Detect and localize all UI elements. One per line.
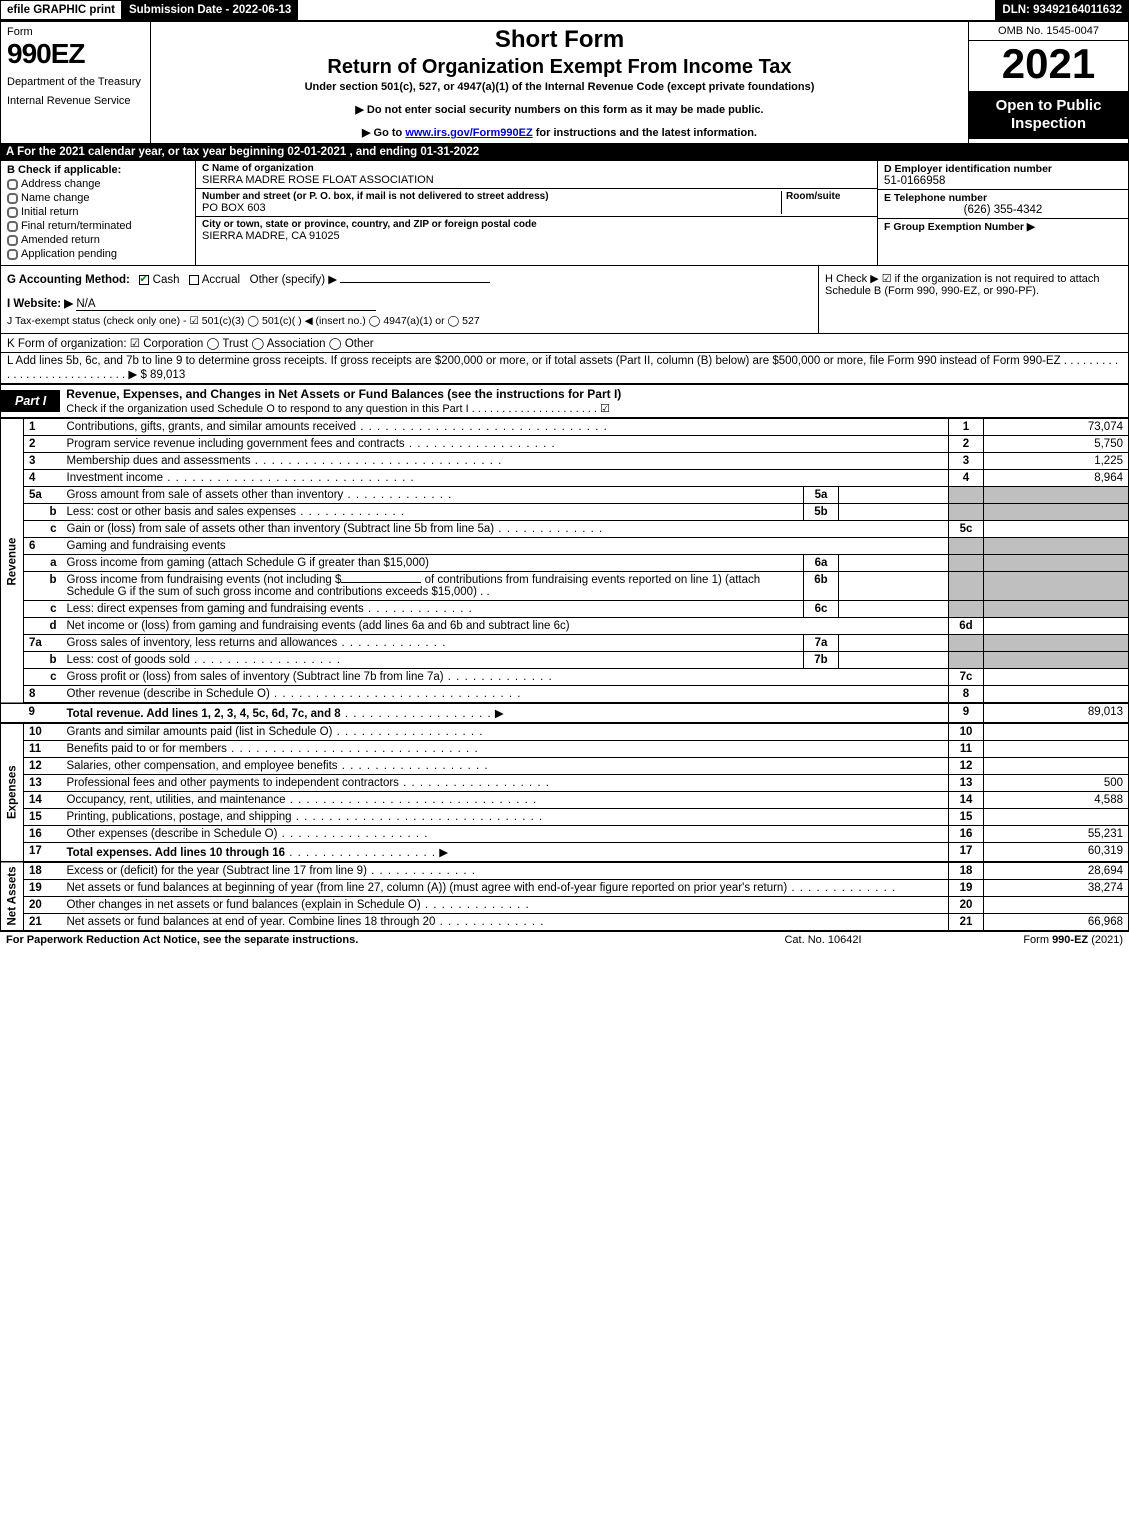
chk-amended[interactable]: [7, 235, 18, 246]
dln: DLN: 93492164011632: [995, 0, 1129, 20]
omb-number: OMB No. 1545-0047: [969, 22, 1128, 41]
ssn-warning: ▶ Do not enter social security numbers o…: [159, 103, 960, 116]
chk-initial-return[interactable]: [7, 207, 18, 218]
street-label: Number and street (or P. O. box, if mail…: [202, 191, 781, 202]
col-b-check-if: B Check if applicable: Address change Na…: [1, 161, 196, 265]
sidelabel-net-assets: Net Assets: [1, 862, 24, 931]
c-name-label: C Name of organization: [202, 163, 871, 174]
chk-name-change[interactable]: [7, 193, 18, 204]
col-c: C Name of organization SIERRA MADRE ROSE…: [196, 161, 878, 265]
line-1-amt: 73,074: [984, 419, 1129, 436]
row-a-tax-year: A For the 2021 calendar year, or tax yea…: [0, 144, 1129, 160]
street-value: PO BOX 603: [202, 202, 781, 214]
header-mid: Short Form Return of Organization Exempt…: [151, 22, 968, 143]
j-tax-exempt: J Tax-exempt status (check only one) - ☑…: [7, 315, 812, 327]
chk-address-change[interactable]: [7, 179, 18, 190]
goto-note: ▶ Go to www.irs.gov/Form990EZ for instru…: [159, 126, 960, 139]
sidelabel-revenue: Revenue: [1, 419, 24, 704]
header-right: OMB No. 1545-0047 2021 Open to Public In…: [968, 22, 1128, 143]
chk-app-pending[interactable]: [7, 249, 18, 260]
part-i-tab: Part I: [1, 390, 60, 412]
city-label: City or town, state or province, country…: [202, 219, 871, 230]
city-value: SIERRA MADRE, CA 91025: [202, 230, 871, 242]
cat-no: Cat. No. 10642I: [723, 934, 923, 946]
l-gross-receipts: L Add lines 5b, 6c, and 7b to line 9 to …: [0, 353, 1129, 384]
paperwork-notice: For Paperwork Reduction Act Notice, see …: [6, 934, 723, 946]
k-form-of-org: K Form of organization: ☑ Corporation ◯ …: [0, 334, 1129, 353]
chk-accrual[interactable]: [189, 275, 199, 285]
chk-final-return[interactable]: [7, 221, 18, 232]
irs: Internal Revenue Service: [7, 95, 144, 108]
top-bar: efile GRAPHIC print Submission Date - 20…: [0, 0, 1129, 21]
open-to-public: Open to Public Inspection: [969, 91, 1128, 139]
part-i-check: Check if the organization used Schedule …: [66, 403, 610, 415]
roomsuite-label: Room/suite: [786, 191, 871, 202]
col-def: D Employer identification number 51-0166…: [878, 161, 1128, 265]
chk-cash[interactable]: [139, 275, 149, 285]
line-1-desc: Contributions, gifts, grants, and simila…: [62, 419, 949, 436]
part-i-lines: Revenue 1 Contributions, gifts, grants, …: [0, 418, 1129, 931]
dept-treasury: Department of the Treasury: [7, 76, 144, 89]
form-word: Form: [7, 26, 144, 38]
g-accounting: G Accounting Method: Cash Accrual Other …: [1, 266, 818, 333]
d-ein-value: 51-0166958: [884, 175, 1122, 187]
short-form-title: Short Form: [159, 26, 960, 54]
i-website-label: I Website: ▶: [7, 298, 73, 310]
irs-link[interactable]: www.irs.gov/Form990EZ: [405, 127, 532, 139]
form-number: 990EZ: [7, 38, 144, 70]
form-header: Form 990EZ Department of the Treasury In…: [0, 21, 1129, 144]
under-section: Under section 501(c), 527, or 4947(a)(1)…: [159, 81, 960, 93]
f-group-label: F Group Exemption Number ▶: [884, 221, 1122, 233]
g-other-input[interactable]: [340, 282, 490, 283]
6b-contrib-input[interactable]: [341, 582, 421, 583]
page-footer: For Paperwork Reduction Act Notice, see …: [0, 931, 1129, 948]
efile-print[interactable]: efile GRAPHIC print: [0, 0, 122, 20]
org-name: SIERRA MADRE ROSE FLOAT ASSOCIATION: [202, 174, 871, 186]
h-check: H Check ▶ ☑ if the organization is not r…: [818, 266, 1128, 333]
tax-year: 2021: [969, 41, 1128, 91]
i-website-value: N/A: [76, 298, 95, 310]
gh-row: G Accounting Method: Cash Accrual Other …: [0, 266, 1129, 334]
l-amount: 89,013: [150, 369, 185, 381]
d-ein-label: D Employer identification number: [884, 163, 1122, 175]
part-i-header: Part I Revenue, Expenses, and Changes in…: [0, 384, 1129, 418]
block-bcdef: B Check if applicable: Address change Na…: [0, 160, 1129, 266]
part-i-title: Revenue, Expenses, and Changes in Net As…: [60, 385, 1128, 417]
form-footer: Form 990-EZ (2021): [923, 934, 1123, 946]
submission-date: Submission Date - 2022-06-13: [122, 0, 298, 20]
main-title: Return of Organization Exempt From Incom…: [159, 56, 960, 79]
sidelabel-expenses: Expenses: [1, 723, 24, 862]
e-phone-value: (626) 355-4342: [884, 204, 1122, 216]
b-header: B Check if applicable:: [7, 164, 189, 176]
e-phone-label: E Telephone number: [884, 192, 1122, 204]
header-left: Form 990EZ Department of the Treasury In…: [1, 22, 151, 143]
